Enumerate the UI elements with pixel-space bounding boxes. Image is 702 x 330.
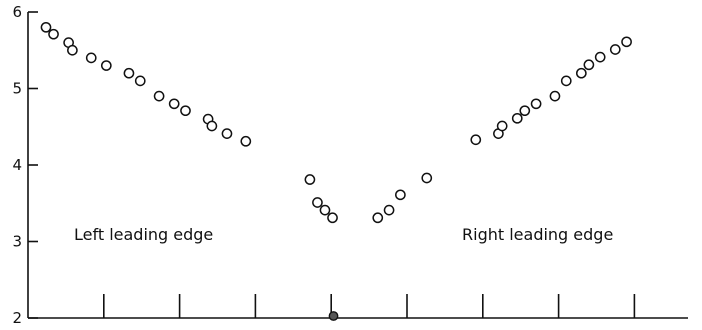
data-point [575,67,587,79]
data-points [40,21,632,321]
data-point [153,90,165,102]
data-point [421,172,433,184]
data-point [395,189,406,201]
data-point [48,28,59,40]
data-point [134,75,146,87]
y-tick-label: 6 [12,3,22,21]
data-point [621,36,632,48]
data-point [240,135,252,147]
data-point [40,21,52,33]
data-point [519,105,531,117]
data-point [372,212,384,224]
data-point [304,174,316,185]
y-tick-label: 5 [12,80,22,98]
y-tick-label: 4 [12,156,22,174]
data-point [221,128,233,139]
data-point [206,120,218,132]
left-leading-edge-label: Left leading edge [74,225,213,244]
data-point [168,98,180,110]
axes: 2 3 4 5 6 [12,3,688,327]
data-point [560,75,572,87]
data-point [511,112,523,124]
data-point [530,98,542,110]
center-marker [328,311,339,321]
data-point [496,120,508,132]
data-point [312,197,323,208]
data-point [100,60,112,71]
data-point [67,44,78,56]
data-point [85,52,97,64]
right-leading-edge-label: Right leading edge [462,225,613,244]
data-point [594,51,606,63]
data-point [327,212,338,224]
data-point [180,105,191,117]
data-point [319,204,331,216]
data-point [583,59,595,71]
data-point [470,134,482,146]
data-point [549,90,561,102]
data-point [609,44,621,55]
data-point [383,204,395,216]
data-point [123,67,135,79]
y-tick-label: 3 [12,233,22,251]
y-tick-label: 2 [12,309,22,327]
